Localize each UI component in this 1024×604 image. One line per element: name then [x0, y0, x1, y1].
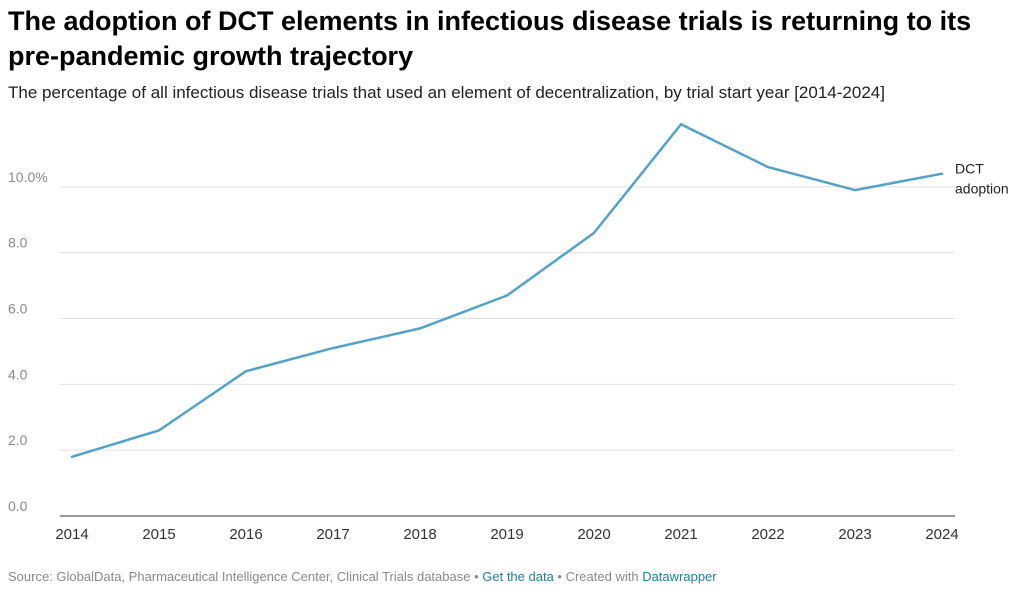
- series-line: [70, 123, 944, 459]
- get-the-data-link[interactable]: Get the data: [482, 569, 554, 584]
- y-tick-label: 10.0%: [8, 169, 48, 185]
- x-tick-label: 2020: [577, 526, 610, 543]
- data-point[interactable]: [416, 324, 424, 332]
- y-tick-label: 4.0: [8, 366, 28, 382]
- data-point[interactable]: [590, 229, 598, 237]
- source-text: Source: GlobalData, Pharmaceutical Intel…: [8, 569, 471, 584]
- series-lines: [70, 123, 944, 459]
- grid-lines: [60, 186, 955, 517]
- x-tick-label: 2023: [838, 526, 871, 543]
- x-axis-tick-labels: 2014 2015 2016 2017 2018 2019 2020 2021 2022 2023…: [55, 526, 958, 543]
- x-tick-label: 2015: [142, 526, 175, 543]
- data-point[interactable]: [503, 291, 511, 299]
- x-tick-label: 2019: [490, 526, 523, 543]
- created-with-text: Created with: [565, 569, 643, 584]
- y-tick-label: 2.0: [8, 432, 28, 448]
- data-point[interactable]: [329, 344, 337, 352]
- y-tick-label: 0.0: [8, 498, 28, 514]
- data-point[interactable]: [155, 426, 163, 434]
- data-point[interactable]: [851, 186, 859, 194]
- y-axis-tick-labels: 0.0 2.0 4.0 6.0 8.0 10.0%: [8, 169, 48, 514]
- footer: Source: GlobalData, Pharmaceutical Intel…: [8, 568, 717, 586]
- data-point[interactable]: [242, 367, 250, 375]
- x-tick-label: 2014: [55, 526, 88, 543]
- y-tick-label: 8.0: [8, 235, 28, 251]
- x-tick-label: 2018: [403, 526, 436, 543]
- x-tick-label: 2016: [229, 526, 262, 543]
- data-point[interactable]: [764, 163, 772, 171]
- datawrapper-link[interactable]: Datawrapper: [642, 569, 717, 584]
- x-tick-label: 2024: [925, 526, 958, 543]
- data-point[interactable]: [68, 453, 76, 461]
- footer-separator: •: [470, 569, 483, 584]
- y-tick-label: 6.0: [8, 301, 28, 317]
- data-point[interactable]: [938, 170, 946, 178]
- data-point[interactable]: [677, 120, 685, 128]
- x-tick-label: 2017: [316, 526, 349, 543]
- series-label: DCT adoption: [955, 161, 1009, 197]
- chart-subtitle: The percentage of all infectious disease…: [8, 83, 885, 102]
- series-labels: DCT adoption: [955, 161, 1009, 197]
- chart-title: The adoption of DCT elements in infectio…: [8, 6, 972, 71]
- series-label-line: adoption: [955, 181, 1009, 197]
- data-points: [68, 120, 946, 460]
- footer-separator: •: [553, 569, 566, 584]
- x-tick-label: 2022: [751, 526, 784, 543]
- x-tick-label: 2021: [664, 526, 697, 543]
- series-label-line: DCT: [955, 161, 984, 177]
